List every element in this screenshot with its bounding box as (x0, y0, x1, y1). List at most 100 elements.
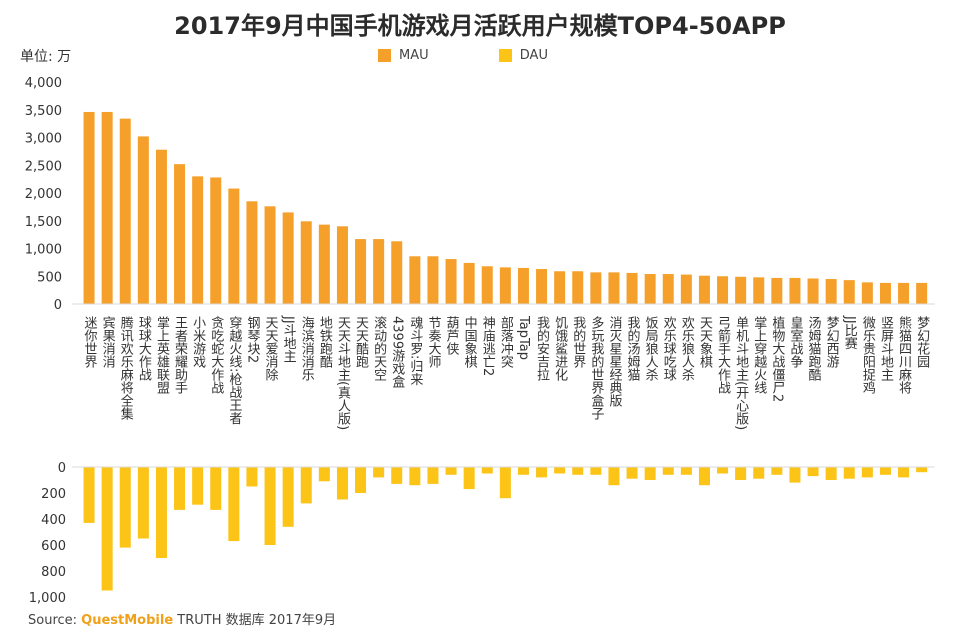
category-label: 微乐贵阳捉鸡 (860, 316, 876, 394)
mau-tick-label: 500 (37, 270, 62, 285)
unit-label: 单位: 万 (20, 49, 72, 65)
dau-tick-label: 800 (41, 565, 66, 580)
mau-bar (409, 256, 421, 304)
dau-bar (409, 467, 421, 486)
category-label: 节奏大师 (425, 316, 441, 368)
dau-tick-label: 600 (41, 539, 66, 554)
mau-bar (916, 282, 928, 304)
mau-bar (572, 271, 584, 304)
legend-item-dau: DAU (498, 48, 548, 63)
category-label: 消灭星星经典版 (606, 316, 622, 408)
mau-bar (282, 212, 294, 304)
mau-bar (861, 282, 873, 304)
mau-bar (174, 164, 186, 304)
dau-bar (318, 467, 330, 482)
dau-bar (554, 467, 566, 474)
category-label: 宾果消消 (100, 315, 116, 368)
category-label: 欢乐球吃球 (661, 316, 677, 381)
mau-bar (119, 118, 131, 304)
mau-bar (427, 256, 439, 304)
mau-bar (879, 282, 891, 304)
dau-bar (210, 467, 222, 510)
mau-bar (807, 278, 819, 304)
mau-tick-label: 4,000 (25, 76, 62, 91)
mau-bar (101, 111, 113, 304)
dau-bar (771, 467, 783, 475)
mau-bar (680, 274, 692, 304)
dau-bar (608, 467, 620, 486)
dau-bar (137, 467, 149, 539)
category-label: 地铁跑酷 (317, 316, 333, 368)
dau-bar (155, 467, 167, 558)
category-label: 梦幻西游 (824, 316, 840, 368)
dau-bar (626, 467, 638, 479)
dau-tick-label: 0 (58, 461, 66, 476)
category-label: 王者荣耀助手 (172, 316, 188, 394)
mau-bar (825, 279, 837, 304)
mau-bar (554, 271, 566, 304)
category-label: 迷你世界 (82, 316, 98, 369)
mau-bar (717, 276, 729, 304)
dau-bar (336, 467, 348, 500)
dau-bar (101, 467, 113, 591)
category-label: 钢琴块2 (244, 316, 260, 363)
category-label: 欢乐狼人杀 (679, 316, 695, 381)
dau-bar (825, 467, 837, 480)
dau-tick-label: 200 (41, 487, 66, 502)
mau-tick-label: 3,000 (25, 132, 62, 147)
category-label: 魂斗罗:归来 (407, 315, 423, 385)
mau-bar (843, 280, 855, 304)
mau-tick-label: 1,000 (25, 243, 62, 258)
dau-bar (264, 467, 276, 545)
category-label: 饥饿鲨进化 (552, 316, 568, 382)
mau-bar (771, 277, 783, 304)
category-label: JJ斗地主 (281, 315, 297, 363)
category-label: 球球大作战 (136, 316, 152, 382)
mau-bar (445, 259, 457, 304)
mau-bar (753, 277, 765, 304)
category-label: TapTap (516, 315, 531, 360)
chart-title: 2017年9月中国手机游戏月活跃用户规模TOP4-50APP (174, 12, 786, 40)
mau-tick-label: 2,000 (25, 187, 62, 202)
legend-swatch-dau (498, 49, 512, 62)
category-label: JJ比赛 (842, 315, 858, 350)
dau-bar (916, 467, 928, 473)
dau-bar (698, 467, 710, 486)
category-label: 我的世界 (570, 316, 586, 369)
mau-bar (137, 136, 149, 304)
mau-tick-label: 0 (54, 298, 62, 313)
category-label: 我的安吉拉 (534, 316, 550, 381)
dau-bar (717, 467, 729, 474)
mau-bar (192, 176, 204, 304)
category-label: 天天酷跑 (353, 316, 369, 368)
dau-bar (463, 467, 475, 490)
mau-bar (210, 177, 222, 304)
category-label: 4399游戏盒 (389, 316, 405, 389)
dau-bar (373, 467, 385, 478)
category-label: 小米游戏 (190, 316, 206, 369)
mau-bar (481, 266, 493, 304)
dau-bar (843, 467, 855, 479)
dau-bar (192, 467, 204, 505)
mau-bar (391, 241, 403, 304)
mau-bar (318, 224, 330, 304)
dau-bar (228, 467, 240, 542)
dau-bar (282, 467, 294, 527)
category-label: 神庙逃亡2 (480, 316, 496, 376)
mau-bar (463, 262, 475, 304)
dau-bar (174, 467, 186, 510)
mau-bar (355, 239, 367, 304)
mau-bar (300, 221, 312, 304)
category-label: 腾讯欢乐麻将全集 (118, 315, 134, 420)
dau-bar (300, 467, 312, 504)
mau-bar (83, 111, 95, 304)
category-label: 海滨消消乐 (299, 316, 315, 381)
category-label: 皇室战争 (787, 316, 803, 368)
dau-bar (355, 467, 367, 493)
category-label: 穿越火线:枪战王者 (226, 315, 242, 425)
mau-tick-label: 3,500 (25, 104, 62, 119)
dau-bar (481, 467, 493, 474)
category-label: 熊猫四川麻将 (896, 315, 912, 394)
dau-bar (680, 467, 692, 475)
